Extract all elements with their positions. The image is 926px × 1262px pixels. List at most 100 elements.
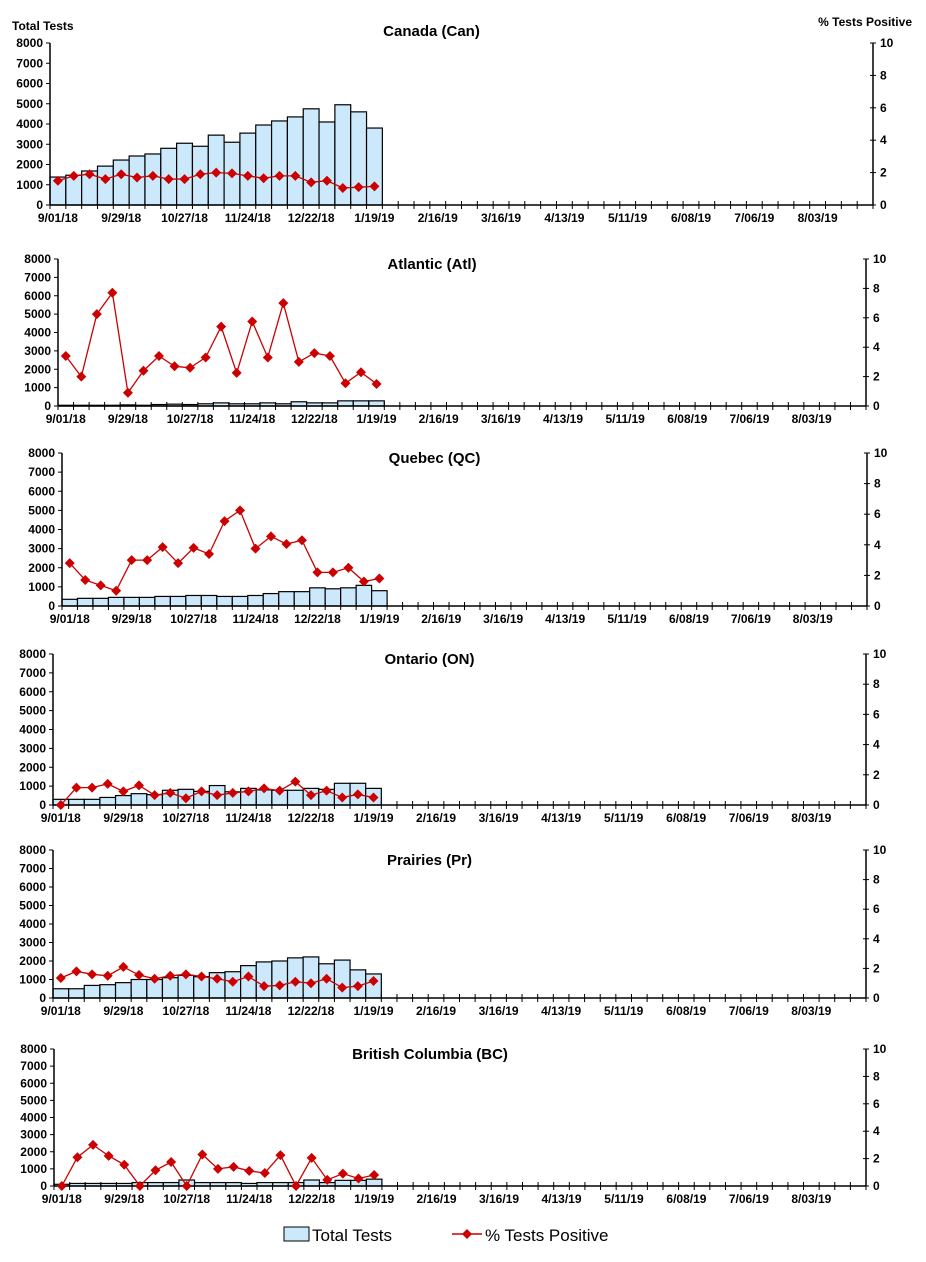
pct-positive-marker — [243, 971, 254, 982]
pct-positive-marker — [358, 576, 369, 587]
bar-total-tests — [200, 594, 218, 607]
y-tick-label: 6000 — [24, 289, 51, 303]
y2-tick-label: 0 — [873, 798, 880, 812]
y2-tick-label: 2 — [874, 568, 881, 582]
pct-positive-marker — [132, 172, 143, 183]
x-tick-label: 12/22/18 — [288, 1192, 335, 1206]
x-tick-label: 2/16/19 — [416, 1004, 456, 1018]
bar-total-tests — [216, 595, 233, 607]
y2-tick-label: 6 — [874, 507, 881, 521]
x-tick-label: 11/24/18 — [225, 211, 271, 225]
bar-total-tests — [247, 594, 264, 607]
y-tick-label: 7000 — [19, 862, 46, 876]
y2-tick-label: 6 — [873, 1097, 880, 1111]
x-tick-label: 8/03/19 — [793, 612, 833, 626]
y-tick-label: 7000 — [20, 1059, 47, 1073]
pct-positive-marker — [204, 548, 215, 559]
pct-positive-marker — [71, 966, 82, 977]
pct-positive-marker — [262, 352, 273, 363]
x-tick-label: 9/29/18 — [108, 412, 148, 426]
y2-tick-label: 4 — [874, 538, 881, 552]
x-tick-label: 11/24/18 — [226, 1192, 272, 1206]
pct-positive-marker — [180, 969, 191, 980]
pct-positive-marker — [133, 970, 144, 981]
y-tick-label: 6000 — [19, 880, 46, 894]
pct-positive-marker — [243, 786, 254, 797]
x-tick-label: 4/13/19 — [541, 1004, 581, 1018]
pct-positive-marker — [91, 309, 102, 320]
bar-total-tests — [371, 590, 388, 607]
bar-total-tests — [365, 1178, 383, 1187]
pct-positive-marker — [242, 170, 253, 181]
pct-positive-marker — [80, 574, 91, 585]
x-tick-label: 4/13/19 — [545, 612, 585, 626]
y-tick-label: 1000 — [24, 381, 51, 395]
y2-tick-label: 2 — [880, 166, 887, 180]
pct-positive-marker — [265, 531, 276, 542]
pct-positive-marker — [149, 790, 160, 801]
pct-positive-marker — [212, 1163, 223, 1174]
x-tick-label: 5/11/19 — [608, 211, 648, 225]
pct-positive-marker — [181, 1181, 192, 1191]
y-tick-label: 4000 — [16, 117, 43, 131]
pct-positive-marker — [60, 351, 71, 362]
pct-positive-marker — [188, 542, 199, 553]
pct-positive-marker — [147, 170, 158, 181]
pct-positive-marker — [278, 298, 289, 309]
y2-tick-label: 2 — [873, 961, 880, 975]
pct-positive-marker — [306, 1152, 317, 1163]
x-tick-label: 10/27/18 — [170, 612, 217, 626]
pct-positive-marker — [169, 361, 180, 372]
x-tick-label: 1/19/19 — [353, 811, 393, 825]
chart-panel: Atlantic (Atl) 0 1000 2000 3000 4000 5000 6000 7… — [24, 252, 886, 426]
x-tick-label: 5/11/19 — [604, 1004, 644, 1018]
bar-total-tests — [271, 960, 289, 999]
bar-total-tests — [262, 592, 280, 607]
y2-tick-label: 8 — [874, 477, 881, 491]
x-tick-label: 7/06/19 — [731, 612, 771, 626]
y-tick-label: 6000 — [28, 484, 55, 498]
bar-total-tests — [114, 982, 132, 999]
bar-total-tests — [92, 597, 110, 607]
pct-positive-marker — [337, 1168, 348, 1179]
bar-total-tests — [352, 400, 370, 407]
panel-title: British Columbia (BC) — [352, 1046, 508, 1063]
x-tick-label: 3/16/19 — [479, 1004, 519, 1018]
y-tick-label: 3000 — [28, 542, 55, 556]
pct-positive-marker — [368, 975, 379, 986]
y-tick-label: 8000 — [16, 36, 43, 50]
y-tick-label: 8000 — [19, 647, 46, 661]
bar-total-tests — [318, 121, 336, 206]
y-tick-label: 2000 — [20, 1145, 47, 1159]
x-tick-label: 6/08/19 — [667, 412, 707, 426]
pct-positive-marker — [185, 362, 196, 373]
legend: Total Tests % Tests Positive — [283, 1226, 608, 1245]
pct-positive-marker — [312, 567, 323, 578]
bar-total-tests — [61, 598, 79, 607]
y2-tick-label: 2 — [873, 1152, 880, 1166]
chart-panel: Quebec (QC) 0 1000 2000 3000 4000 5000 6000 7000… — [28, 446, 887, 626]
pct-positive-marker — [235, 505, 246, 516]
pct-positive-marker — [281, 539, 292, 550]
y-tick-label: 8000 — [19, 843, 46, 857]
y-tick-label: 2000 — [28, 561, 55, 575]
pct-positive-marker — [321, 973, 332, 984]
pct-positive-marker — [55, 973, 66, 984]
legend-marker-swatch — [462, 1229, 472, 1239]
panel-title: Prairies (Pr) — [387, 852, 472, 869]
pct-positive-marker — [196, 786, 207, 797]
x-tick-label: 8/03/19 — [792, 412, 832, 426]
y-tick-label: 5000 — [20, 1093, 47, 1107]
pct-positive-marker — [166, 1157, 177, 1168]
y2-tick-label: 10 — [873, 1042, 887, 1056]
bar-total-tests — [286, 116, 304, 206]
pct-positive-marker — [150, 1165, 161, 1176]
y-tick-label: 5000 — [16, 97, 43, 111]
x-tick-label: 11/24/18 — [232, 612, 278, 626]
bar-total-tests — [240, 965, 257, 999]
x-tick-label: 3/16/19 — [481, 211, 521, 225]
bar-total-tests — [154, 595, 171, 607]
y-tick-label: 3000 — [19, 741, 46, 755]
pct-positive-marker — [274, 980, 285, 991]
pct-positive-marker — [76, 371, 87, 382]
